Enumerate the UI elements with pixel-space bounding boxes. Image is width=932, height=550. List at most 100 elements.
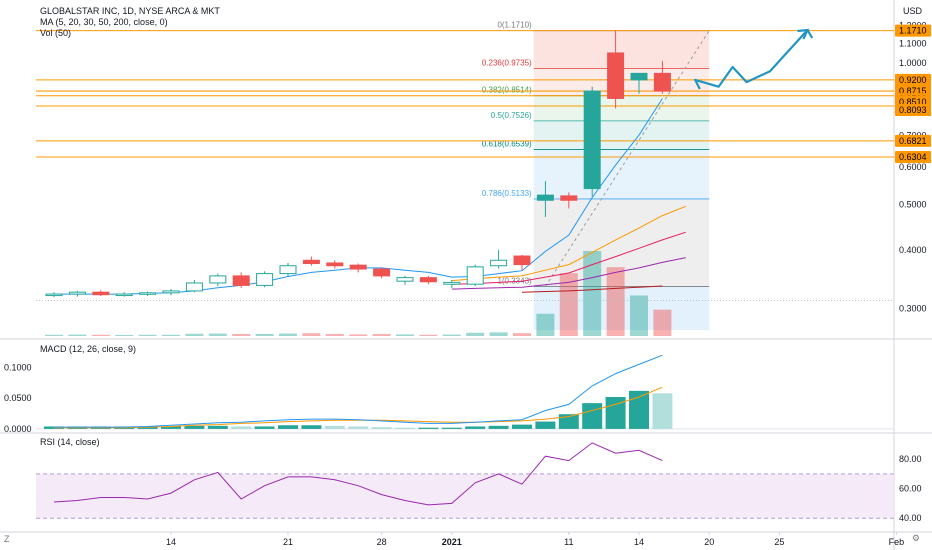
currency-label: USD (902, 6, 922, 16)
time-axis-label: 28 (377, 537, 387, 547)
time-axis-label: 20 (704, 537, 714, 547)
candle-body[interactable] (209, 275, 227, 284)
fib-level-label: 0.618(0.6539) (482, 140, 532, 149)
price-level-tag-label: 1.1710 (899, 26, 927, 36)
macd-histogram-bar (441, 427, 462, 429)
price-axis-tick: 0.4000 (899, 245, 927, 255)
time-axis-label: 25 (774, 537, 784, 547)
rsi-axis-tick: 80.00 (899, 454, 922, 464)
time-axis-label: 14 (166, 537, 176, 547)
macd-title[interactable]: MACD (12, 26, close, 9) (40, 344, 137, 354)
candle-body[interactable] (232, 275, 250, 286)
candle-body[interactable] (560, 195, 578, 201)
volume-bar (536, 313, 555, 336)
candle-body[interactable] (373, 268, 391, 277)
volume-bar (115, 334, 134, 336)
price-axis-tick: 0.6000 (899, 162, 927, 172)
candle-body[interactable] (513, 255, 531, 266)
candle-body[interactable] (466, 266, 484, 285)
macd-histogram-bar (512, 424, 532, 429)
candle-body[interactable] (630, 72, 648, 81)
volume-bar (583, 251, 602, 336)
candle-body[interactable] (536, 194, 554, 201)
candle-body[interactable] (68, 291, 86, 295)
candle-body[interactable] (419, 277, 437, 283)
macd-histogram-bar (254, 426, 275, 429)
price-level-tag-label: 0.8510 (899, 97, 927, 107)
fib-zone (533, 286, 710, 330)
forecast-arrow-head (797, 28, 810, 40)
macd-histogram-bar (278, 425, 298, 429)
macd-histogram-bar (418, 427, 439, 429)
candle-body[interactable] (45, 293, 63, 297)
price-level-tag-label: 0.8715 (899, 86, 927, 96)
macd-histogram-bar (137, 426, 158, 429)
macd-axis-tick: 0.0500 (4, 393, 32, 403)
forecast-arrow-path[interactable] (694, 28, 814, 90)
candle-body[interactable] (607, 52, 625, 99)
volume-bar (349, 334, 368, 336)
candle-body[interactable] (490, 259, 508, 267)
price-level-tag (895, 24, 931, 37)
candle-body[interactable] (162, 290, 180, 294)
candle-body[interactable] (653, 72, 671, 92)
candle-body[interactable] (583, 90, 601, 190)
time-axis-label: 21 (283, 537, 293, 547)
price-level-tag (895, 73, 931, 86)
macd-histogram-bar (465, 426, 486, 429)
time-axis-label: Feb (889, 537, 905, 547)
volume-bar (489, 332, 508, 336)
volume-bar (419, 334, 438, 336)
macd-histogram-bar (207, 425, 228, 429)
price-level-tag (895, 104, 931, 117)
fib-level-label: 0.5(0.7526) (491, 111, 532, 120)
price-level-tag (895, 134, 931, 147)
fib-level-label: 0.382(0.8514) (482, 86, 532, 95)
macd-histogram-bar (652, 393, 673, 429)
candle-body[interactable] (443, 281, 461, 285)
symbol-title: GLOBALSTAR INC, 1D, NYSE ARCA & MKT (40, 6, 220, 16)
candle-body[interactable] (92, 291, 110, 296)
volume-bar (372, 333, 391, 336)
volume-bar (208, 333, 227, 336)
time-axis-label: 2021 (442, 537, 462, 547)
fib-level-label: 0(1.1710) (497, 21, 532, 30)
settings-gear-icon[interactable]: ⚙ (911, 533, 920, 543)
candle-body[interactable] (185, 282, 203, 292)
ma-line (521, 285, 663, 293)
candle-body[interactable] (139, 292, 157, 295)
price-axis-tick: 1.0000 (899, 58, 927, 68)
price-level-tag-label: 0.6821 (899, 136, 927, 146)
macd-axis-tick: 0.0000 (4, 424, 32, 434)
macd-histogram-bar (301, 425, 322, 429)
volume-legend[interactable]: Vol (50) (40, 28, 72, 38)
candle-body[interactable] (115, 293, 133, 297)
volume-bar (279, 333, 297, 336)
timezone-icon[interactable]: Z (4, 534, 10, 544)
price-axis-tick: 0.3000 (899, 304, 927, 314)
time-axis-label: 14 (634, 537, 644, 547)
volume-bar (255, 333, 274, 336)
candle-body[interactable] (349, 264, 367, 270)
macd-histogram-bar (629, 390, 649, 429)
candle-body[interactable] (256, 273, 274, 286)
macd-histogram-bar (488, 425, 509, 429)
volume-bar (559, 273, 578, 336)
time-axis-label: 11 (564, 537, 573, 547)
macd-signal-line (54, 386, 663, 429)
price-level-tag-label: 0.6304 (899, 152, 927, 162)
volume-bar (396, 334, 414, 336)
rsi-title[interactable]: RSI (14, close) (40, 437, 100, 447)
volume-bar (45, 334, 63, 336)
candle-body[interactable] (279, 265, 297, 275)
volume-bar (91, 334, 110, 336)
volume-bar (653, 309, 672, 336)
volume-bar (68, 334, 87, 336)
candle-body[interactable] (302, 259, 320, 265)
candle-body[interactable] (326, 262, 344, 267)
volume-bar (630, 295, 648, 336)
macd-histogram-bar (395, 427, 415, 429)
candle-body[interactable] (396, 277, 414, 282)
ma-legend[interactable]: MA (5, 20, 30, 50, 200, close, 0) (40, 17, 168, 27)
